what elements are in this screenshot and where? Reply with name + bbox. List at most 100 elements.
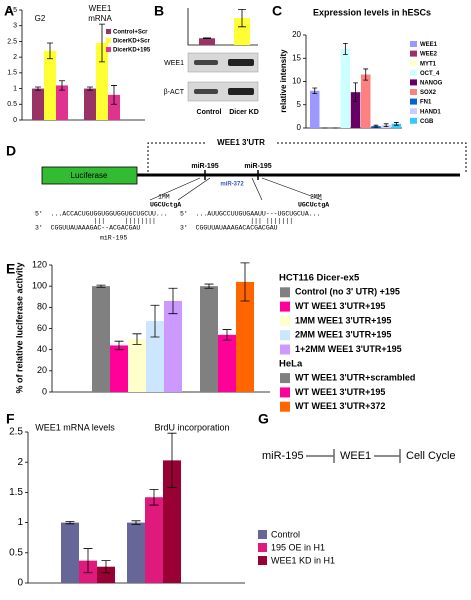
- error-bar: [222, 329, 232, 341]
- legend-swatch: [258, 530, 267, 539]
- bar: [199, 38, 215, 45]
- mismatch-label: 2MM: [310, 194, 322, 201]
- panel-label: D: [6, 143, 16, 159]
- annotation: WEE1: [89, 4, 112, 13]
- y-tick-label: 5: [297, 100, 302, 109]
- panel-label: B: [154, 3, 164, 19]
- bar: [350, 92, 361, 128]
- bar: [97, 566, 115, 583]
- legend-label: WT WEE1 3'UTR+372: [295, 401, 385, 411]
- target-seq: 5' ...ACCACUGUGGUGGUGGUGCUGCUU...: [35, 211, 168, 218]
- legend-swatch: [410, 50, 417, 57]
- error-bar: [363, 68, 369, 81]
- legend-label: 1+2MM WEE1 3'UTR+195: [295, 344, 402, 354]
- legend-label: WEE1: [420, 42, 438, 48]
- legend-swatch: [280, 330, 290, 341]
- y-tick-label: 0: [42, 386, 47, 396]
- y-tick-label: 1: [17, 517, 23, 528]
- error-bar: [393, 122, 399, 126]
- legend-swatch: [410, 69, 417, 76]
- y-tick-label: 0.5: [7, 101, 17, 108]
- y-tick-label: 2.5: [9, 427, 23, 438]
- category-label: BrdU incorporation: [154, 422, 229, 432]
- blot-band: [194, 89, 218, 94]
- legend-swatch: [280, 401, 290, 412]
- y-axis-label: relative intensity: [279, 49, 288, 113]
- legend-swatch: [410, 117, 417, 124]
- bar: [236, 281, 254, 392]
- legend-label: OCT_4: [420, 71, 440, 77]
- bar: [146, 321, 164, 392]
- utr-bracket: [147, 142, 467, 172]
- error-bar: [342, 42, 348, 55]
- legend-swatch: [106, 47, 111, 52]
- error-bar: [203, 37, 211, 40]
- legend-swatch: [410, 89, 417, 95]
- bar: [92, 286, 110, 392]
- blot-band: [194, 60, 218, 65]
- legend-swatch: [280, 387, 290, 398]
- y-tick-label: 120: [32, 259, 47, 269]
- legend-label: HAND1: [420, 109, 441, 115]
- legend-label: 1MM WEE1 3'UTR+195: [295, 315, 391, 325]
- legend-label: DicerKD+195: [113, 48, 151, 54]
- blot: [187, 81, 259, 102]
- legend-swatch: [410, 79, 417, 86]
- error-bar: [59, 80, 65, 91]
- legend-label: CGB: [420, 119, 434, 125]
- legend-swatch: [106, 38, 111, 43]
- y-tick-label: 10: [292, 77, 301, 86]
- legend-label: Control (no 3' UTR) +195: [295, 287, 400, 297]
- y-tick-label: 40: [37, 344, 47, 354]
- bar: [61, 522, 79, 583]
- pairs: ||| ||||||||: [35, 218, 156, 225]
- legend-swatch: [258, 556, 267, 565]
- bar: [128, 339, 146, 392]
- mismatch-label: 1MM: [158, 194, 170, 201]
- y-tick-label: 0: [17, 578, 23, 589]
- error-bar: [87, 86, 93, 91]
- bar: [110, 345, 128, 392]
- blot: [187, 52, 259, 73]
- panel-label: G: [258, 411, 269, 427]
- blot-label: β-ACT: [164, 89, 185, 96]
- bar: [361, 74, 371, 128]
- error-bar: [114, 340, 124, 351]
- error-bar: [35, 86, 41, 91]
- error-bar: [65, 520, 75, 525]
- bar: [340, 48, 351, 129]
- error-bar: [132, 333, 142, 345]
- node: WEE1: [340, 450, 371, 462]
- pairs: ||| |||||||: [180, 218, 293, 225]
- mir-name: miR-195: [100, 235, 127, 242]
- y-tick-label: 1.5: [9, 487, 23, 498]
- bar: [218, 334, 236, 392]
- bar: [163, 460, 181, 583]
- panel-label: F: [6, 411, 15, 427]
- legend-header: HeLa: [279, 358, 303, 369]
- legend-label: WEE1 KD in H1: [271, 555, 335, 565]
- error-bar: [204, 283, 214, 289]
- legend-label: WEE2: [420, 52, 438, 58]
- legend-label: Control: [271, 529, 300, 539]
- inhibition: [306, 449, 335, 463]
- site-marks: [204, 170, 259, 180]
- bar: [127, 522, 145, 583]
- legend-label: MYT1: [420, 61, 437, 67]
- y-tick-label: 20: [37, 365, 47, 375]
- mismatch-seq: UGCUctgA: [150, 202, 181, 209]
- error-bar: [168, 287, 178, 315]
- y-tick-label: 100: [32, 281, 47, 291]
- panel-label: E: [6, 261, 15, 277]
- legend-swatch: [280, 301, 290, 312]
- legend-swatch: [410, 60, 417, 67]
- bar: [234, 18, 250, 45]
- blot-band: [228, 59, 254, 66]
- inhibition: [374, 449, 401, 463]
- y-tick-label: 2.5: [7, 38, 17, 45]
- error-bar: [312, 87, 318, 94]
- y-tick-label: 1.5: [7, 70, 17, 77]
- error-bar: [167, 432, 177, 488]
- y-tick-label: 0: [297, 123, 302, 132]
